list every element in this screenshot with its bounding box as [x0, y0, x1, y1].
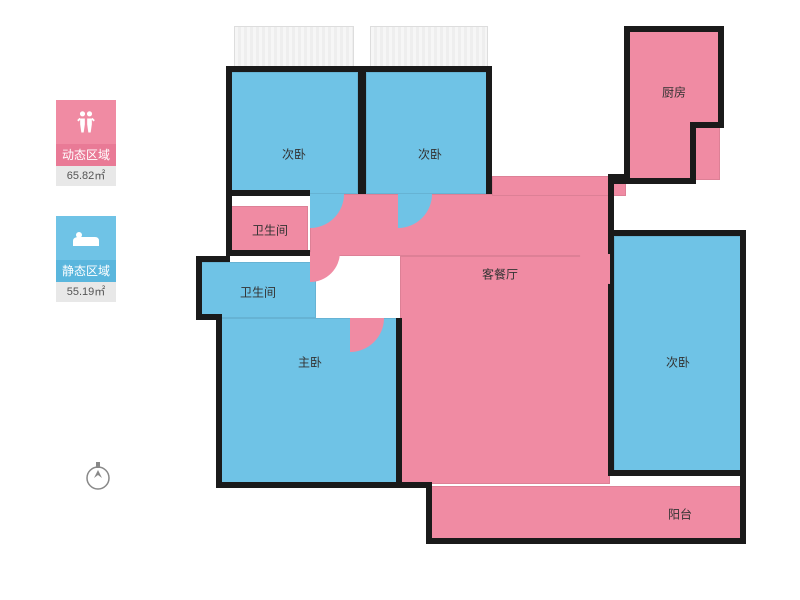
wall-segment: [624, 26, 630, 178]
room-label-living: 客餐厅: [482, 266, 518, 283]
legend-panel: 动态区域 65.82㎡ 静态区域 55.19㎡: [56, 100, 136, 332]
room-label-bath1: 卫生间: [252, 222, 288, 239]
room-kitchen: [628, 30, 720, 180]
wall-segment: [226, 66, 232, 254]
room-living3: [492, 176, 626, 196]
sleep-icon: [56, 216, 116, 260]
wall-segment: [196, 256, 202, 318]
wall-segment: [396, 318, 402, 486]
wall-segment: [486, 66, 492, 194]
room-living2: [400, 256, 610, 484]
wall-segment: [216, 314, 222, 486]
legend-static: 静态区域 55.19㎡: [56, 216, 116, 302]
room-bedroom2b: [366, 72, 492, 194]
room-label-balcony: 阳台: [668, 506, 692, 523]
room-label-master: 主卧: [298, 354, 322, 371]
wall-segment: [608, 230, 746, 236]
wall-segment: [610, 178, 696, 184]
room-label-bedroom2c: 次卧: [666, 354, 690, 371]
room-bedroom2a: [230, 72, 358, 194]
wall-segment: [624, 26, 722, 32]
room-label-bedroom2a: 次卧: [282, 146, 306, 163]
compass-icon: [84, 460, 112, 497]
room-label-bedroom2b: 次卧: [418, 146, 442, 163]
legend-dynamic-label: 动态区域: [56, 144, 116, 166]
wall-segment: [740, 470, 746, 542]
wall-segment: [358, 66, 366, 194]
legend-dynamic-value: 65.82㎡: [56, 166, 116, 186]
room-living: [310, 194, 610, 256]
wall-segment: [740, 230, 746, 474]
wall-segment: [226, 190, 310, 196]
room-label-kitchen: 厨房: [662, 84, 686, 101]
wall-segment: [718, 26, 724, 126]
balcony-shade: [234, 26, 354, 70]
legend-static-label: 静态区域: [56, 260, 116, 282]
door-arc: [310, 252, 340, 282]
wall-segment: [196, 256, 230, 262]
wall-segment: [426, 482, 432, 542]
legend-dynamic: 动态区域 65.82㎡: [56, 100, 116, 186]
floor-plan: 厨房次卧次卧卫生间客餐厅卫生间主卧次卧阳台: [200, 26, 760, 566]
room-label-bath2: 卫生间: [240, 284, 276, 301]
wall-segment: [690, 122, 696, 182]
wall-segment: [226, 250, 310, 256]
room-balcony: [430, 486, 742, 540]
wall-segment: [608, 470, 746, 476]
balcony-shade: [370, 26, 488, 70]
wall-segment: [426, 538, 746, 544]
people-icon: [56, 100, 116, 144]
wall-segment: [216, 482, 402, 488]
legend-static-value: 55.19㎡: [56, 282, 116, 302]
